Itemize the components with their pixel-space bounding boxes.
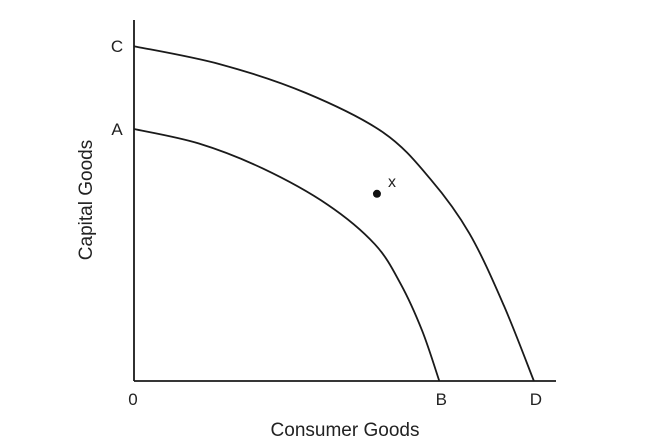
curves [133,45,535,382]
y-axis-labels: C A [111,37,123,139]
point-label-x: x [388,174,396,191]
x-axis-title: Consumer Goods [271,420,420,441]
axes [133,20,556,382]
point-marker-x [372,189,381,198]
x-axis-label-b: B [436,390,447,409]
y-axis-title: Capital Goods [76,140,97,260]
points: x [372,174,396,198]
x-axis-label-d: D [530,390,542,409]
y-axis-label-c: C [111,37,123,56]
y-axis-label-a: A [111,120,123,139]
ppf-curve-1 [133,128,441,382]
ppf-curve-2 [133,45,535,382]
x-axis-labels: B D [436,390,542,409]
origin-label: 0 [128,390,137,409]
